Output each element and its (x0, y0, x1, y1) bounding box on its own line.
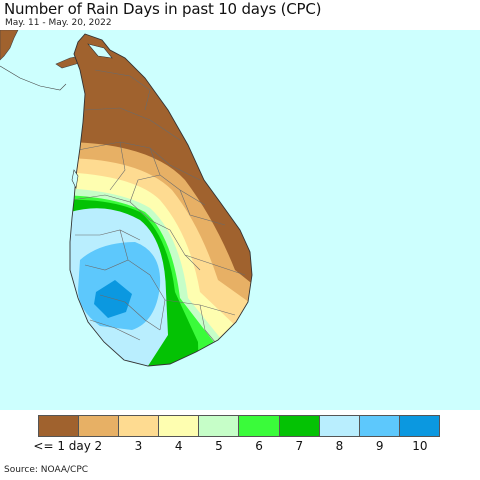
legend-swatch-7 (279, 416, 320, 436)
map-panel (0, 30, 480, 410)
date-range: May. 11 - May. 20, 2022 (5, 18, 112, 28)
legend-label: 4 (174, 439, 183, 453)
legend-label: 8 (335, 439, 344, 453)
legend-label: 2 (94, 439, 103, 453)
legend-swatch-1 (39, 416, 80, 436)
legend-swatch-2 (79, 416, 120, 436)
legend-labels: <= 1 day 2 3 4 5 6 7 8 9 10 (33, 439, 440, 455)
legend-swatch-4 (159, 416, 200, 436)
rain-days-map (0, 30, 253, 367)
legend-swatch-8 (319, 416, 360, 436)
legend-swatch-10 (399, 416, 439, 436)
island-outline (69, 33, 253, 367)
legend-label: 5 (215, 439, 223, 453)
puttalam-lagoon (71, 169, 79, 189)
legend-label: 7 (295, 439, 304, 453)
legend-label: 3 (134, 439, 143, 453)
legend-label: <= 1 day (33, 439, 91, 453)
legend-label: 9 (375, 439, 384, 453)
jaffna-lagoon (87, 43, 113, 59)
district-boundaries (71, 69, 246, 343)
legend-label: 6 (255, 439, 263, 453)
legend-swatch-9 (359, 416, 400, 436)
source-credit: Source: NOAA/CPC (4, 465, 89, 475)
legend-swatch-3 (119, 416, 160, 436)
color-legend (38, 415, 440, 437)
legend-label: 10 (412, 439, 428, 453)
legend-swatch-6 (239, 416, 280, 436)
india-coastline-strip (0, 65, 67, 91)
legend-swatch-5 (199, 416, 240, 436)
map-title: Number of Rain Days in past 10 days (CPC… (4, 0, 322, 18)
india-landmass (0, 30, 19, 61)
band-10-days (94, 280, 132, 318)
